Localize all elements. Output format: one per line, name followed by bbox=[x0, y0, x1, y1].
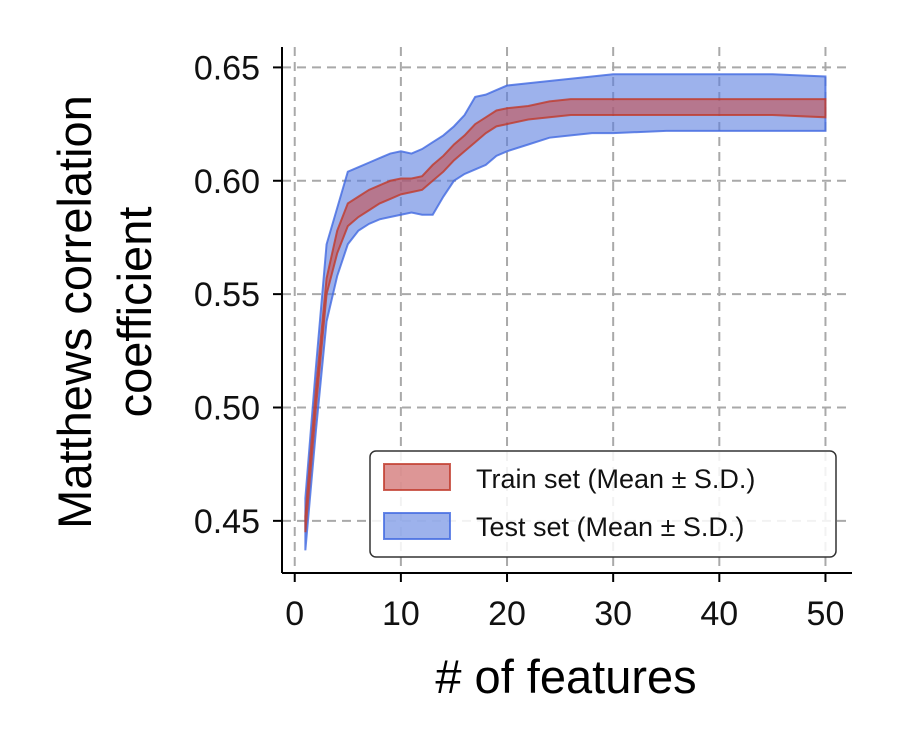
x-tick-label: 50 bbox=[807, 595, 845, 633]
x-tick-label: 10 bbox=[382, 595, 420, 633]
ticks: 0 10 20 30 40 50 0.45 0.50 0.55 0.60 0.65 bbox=[194, 49, 845, 633]
series-layer bbox=[304, 73, 827, 551]
x-tick-label: 30 bbox=[594, 595, 632, 633]
x-axis-title: # of features bbox=[435, 650, 696, 703]
y-axis-title: Matthews correlation bbox=[48, 95, 101, 529]
x-tick-label: 40 bbox=[700, 595, 738, 633]
legend: Train set (Mean ± S.D.) Test set (Mean ±… bbox=[369, 450, 837, 558]
y-tick-label: 0.55 bbox=[194, 276, 260, 314]
legend-frame bbox=[369, 450, 837, 558]
legend-label-train: Train set (Mean ± S.D.) bbox=[476, 464, 755, 494]
x-tick-label: 20 bbox=[488, 595, 526, 633]
y-tick-label: 0.45 bbox=[194, 503, 260, 541]
legend-swatch-test bbox=[383, 512, 451, 540]
y-tick-label: 0.50 bbox=[194, 389, 260, 427]
legend-label-test: Test set (Mean ± S.D.) bbox=[476, 512, 744, 542]
train-band bbox=[304, 98, 827, 533]
axes bbox=[281, 47, 852, 574]
y-tick-label: 0.60 bbox=[194, 163, 260, 201]
y-axis-title-line-2: coefficient bbox=[108, 207, 161, 418]
y-tick-label: 0.65 bbox=[194, 49, 260, 87]
x-tick-label: 0 bbox=[285, 595, 304, 633]
legend-swatch-train bbox=[383, 463, 451, 491]
test-band bbox=[304, 73, 827, 551]
